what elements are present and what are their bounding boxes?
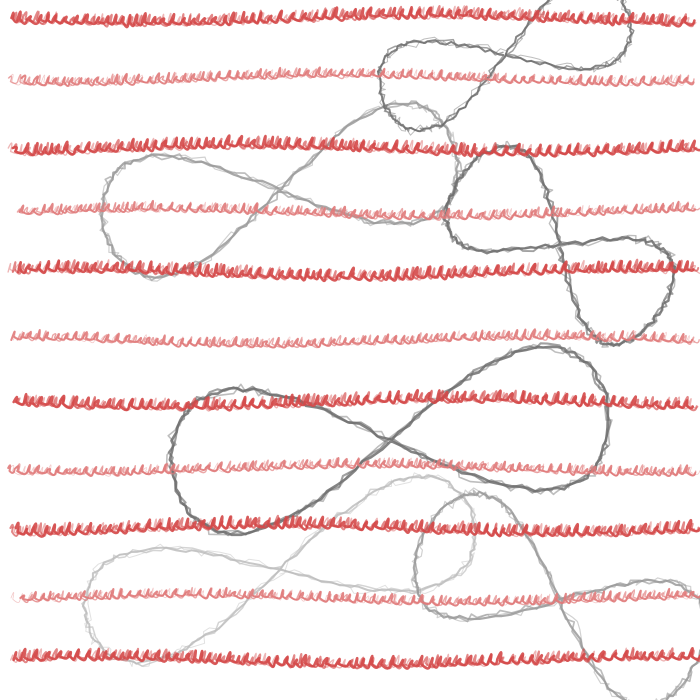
script-row-stroke	[19, 201, 696, 220]
loop-figure-stroke	[81, 474, 477, 665]
script-row-stroke	[10, 647, 700, 670]
script-row-stroke	[7, 259, 700, 281]
script-row-stroke	[9, 514, 700, 538]
script-row-stroke	[16, 201, 700, 221]
loop-figure-stroke	[83, 472, 479, 668]
loop-figure-stroke	[168, 345, 610, 537]
script-row-stroke	[11, 517, 696, 538]
script-rows-layer	[7, 5, 700, 670]
script-row-stroke	[9, 457, 700, 477]
script-row-stroke	[20, 586, 694, 606]
script-row-stroke	[18, 646, 700, 670]
loop-figure-stroke	[440, 140, 678, 348]
loop-figure-stroke	[377, 0, 635, 132]
script-row-stroke	[10, 587, 699, 607]
script-row-stroke	[16, 329, 700, 349]
loop-figure-stroke	[81, 474, 478, 667]
script-row-stroke	[12, 135, 696, 158]
loop-figure-stroke	[443, 143, 676, 347]
loop-figure-stroke	[410, 487, 700, 700]
loop-figure-stroke	[167, 342, 612, 537]
script-row-stroke	[13, 329, 696, 349]
loop-figure-stroke	[99, 100, 463, 282]
script-row-stroke	[11, 258, 700, 282]
loop-figure-stroke	[376, 0, 635, 136]
script-row-stroke	[15, 389, 698, 412]
script-row-stroke	[16, 457, 697, 477]
script-row-stroke	[10, 5, 697, 27]
loop-figure-stroke	[98, 99, 464, 282]
script-row-stroke	[7, 136, 698, 157]
script-row-stroke	[15, 389, 699, 412]
script-row-stroke	[20, 66, 695, 88]
script-row-stroke	[12, 5, 695, 28]
script-row-stroke	[7, 67, 695, 87]
script-row-stroke	[9, 68, 694, 87]
